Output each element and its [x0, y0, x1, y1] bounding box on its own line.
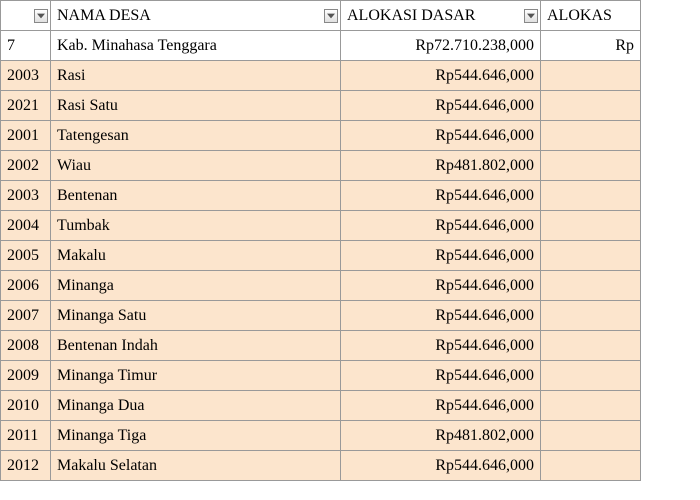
table-row[interactable]: 2006MinangaRp544.646,000 — [1, 271, 641, 301]
cell-code[interactable]: 2005 — [1, 241, 51, 271]
cell-code[interactable]: 2006 — [1, 271, 51, 301]
cell-alokasi-dasar[interactable]: Rp544.646,000 — [341, 451, 541, 481]
cell-code[interactable]: 2001 — [1, 121, 51, 151]
cell-alokasi2[interactable] — [541, 331, 641, 361]
table-row[interactable]: 2007Minanga SatuRp544.646,000 — [1, 301, 641, 331]
cell-alokasi-dasar[interactable]: Rp544.646,000 — [341, 391, 541, 421]
cell-alokasi2[interactable] — [541, 211, 641, 241]
cell-alokasi2[interactable] — [541, 391, 641, 421]
cell-alokasi-dasar[interactable]: Rp544.646,000 — [341, 331, 541, 361]
table-row[interactable]: 2003BentenanRp544.646,000 — [1, 181, 641, 211]
cell-code[interactable]: 2012 — [1, 451, 51, 481]
cell-code[interactable]: 2021 — [1, 91, 51, 121]
cell-alokasi2[interactable] — [541, 421, 641, 451]
table-row[interactable]: 2008Bentenan IndahRp544.646,000 — [1, 331, 641, 361]
header-alokasi-dasar[interactable]: ALOKASI DASAR — [341, 1, 541, 31]
header-alokasi2-label: ALOKAS — [547, 7, 612, 24]
table-row[interactable]: 2012Makalu SelatanRp544.646,000 — [1, 451, 641, 481]
cell-name[interactable]: Minanga Satu — [51, 301, 341, 331]
cell-name[interactable]: Bentenan — [51, 181, 341, 211]
cell-alokasi2[interactable] — [541, 241, 641, 271]
cell-alokasi2[interactable] — [541, 91, 641, 121]
cell-code[interactable]: 2011 — [1, 421, 51, 451]
cell-code[interactable]: 2010 — [1, 391, 51, 421]
cell-name[interactable]: Makalu Selatan — [51, 451, 341, 481]
cell-alokasi-dasar[interactable]: Rp481.802,000 — [341, 151, 541, 181]
cell-code[interactable]: 2003 — [1, 61, 51, 91]
cell-alokasi-dasar[interactable]: Rp544.646,000 — [341, 121, 541, 151]
cell-alokasi-dasar[interactable]: Rp544.646,000 — [341, 361, 541, 391]
cell-name[interactable]: Wiau — [51, 151, 341, 181]
cell-name[interactable]: Rasi — [51, 61, 341, 91]
cell-alokasi2[interactable] — [541, 361, 641, 391]
header-alokasi2[interactable]: ALOKAS — [541, 1, 641, 31]
table-row[interactable]: 2003RasiRp544.646,000 — [1, 61, 641, 91]
cell-alokasi2[interactable] — [541, 301, 641, 331]
cell-name[interactable]: Bentenan Indah — [51, 331, 341, 361]
cell-name[interactable]: Minanga Tiga — [51, 421, 341, 451]
cell-name[interactable]: Minanga Timur — [51, 361, 341, 391]
header-name[interactable]: NAMA DESA — [51, 1, 341, 31]
cell-name[interactable]: Minanga — [51, 271, 341, 301]
cell-code[interactable]: 2007 — [1, 301, 51, 331]
cell-alokasi2[interactable] — [541, 451, 641, 481]
cell-code[interactable]: 2009 — [1, 361, 51, 391]
cell-code[interactable]: 2003 — [1, 181, 51, 211]
cell-alokasi-dasar[interactable]: Rp544.646,000 — [341, 301, 541, 331]
filter-dropdown-icon[interactable] — [34, 9, 48, 23]
cell-alokasi-dasar[interactable]: Rp544.646,000 — [341, 271, 541, 301]
table-row[interactable]: 2002WiauRp481.802,000 — [1, 151, 641, 181]
header-row: NAMA DESA ALOKASI DASAR ALOKAS — [1, 1, 641, 31]
table-row[interactable]: 2021Rasi SatuRp544.646,000 — [1, 91, 641, 121]
cell-code[interactable]: 2004 — [1, 211, 51, 241]
cell-alokasi2[interactable] — [541, 61, 641, 91]
table-row[interactable]: 2005MakaluRp544.646,000 — [1, 241, 641, 271]
cell-alokasi-dasar[interactable]: Rp481.802,000 — [341, 421, 541, 451]
cell-name[interactable]: Rasi Satu — [51, 91, 341, 121]
cell-alokasi2[interactable] — [541, 121, 641, 151]
table-row[interactable]: 2011Minanga TigaRp481.802,000 — [1, 421, 641, 451]
cell-name[interactable]: Minanga Dua — [51, 391, 341, 421]
cell-alokasi2[interactable] — [541, 271, 641, 301]
header-name-label: NAMA DESA — [57, 7, 151, 24]
cell-code[interactable]: 2008 — [1, 331, 51, 361]
header-alokasi-dasar-label: ALOKASI DASAR — [347, 7, 475, 24]
cell-alokasi-dasar[interactable]: Rp544.646,000 — [341, 91, 541, 121]
cell-alokasi-dasar[interactable]: Rp544.646,000 — [341, 211, 541, 241]
filter-dropdown-icon[interactable] — [524, 9, 538, 23]
cell-alokasi2[interactable]: Rp — [541, 31, 641, 61]
cell-name[interactable]: Tatengesan — [51, 121, 341, 151]
cell-alokasi2[interactable] — [541, 151, 641, 181]
cell-code[interactable]: 2002 — [1, 151, 51, 181]
table-body: 7 Kab. Minahasa Tenggara Rp72.710.238,00… — [1, 31, 641, 481]
cell-name[interactable]: Makalu — [51, 241, 341, 271]
cell-name[interactable]: Tumbak — [51, 211, 341, 241]
summary-row[interactable]: 7 Kab. Minahasa Tenggara Rp72.710.238,00… — [1, 31, 641, 61]
filter-dropdown-icon[interactable] — [324, 9, 338, 23]
cell-alokasi-dasar[interactable]: Rp544.646,000 — [341, 181, 541, 211]
table-row[interactable]: 2009Minanga TimurRp544.646,000 — [1, 361, 641, 391]
cell-alokasi-dasar[interactable]: Rp544.646,000 — [341, 61, 541, 91]
table-row[interactable]: 2010Minanga DuaRp544.646,000 — [1, 391, 641, 421]
data-table: NAMA DESA ALOKASI DASAR ALOKAS 7 Kab. Mi… — [0, 0, 641, 481]
header-code[interactable] — [1, 1, 51, 31]
table-row[interactable]: 2001TatengesanRp544.646,000 — [1, 121, 641, 151]
cell-alokasi-dasar[interactable]: Rp544.646,000 — [341, 241, 541, 271]
cell-alokasi2[interactable] — [541, 181, 641, 211]
table-row[interactable]: 2004TumbakRp544.646,000 — [1, 211, 641, 241]
cell-name[interactable]: Kab. Minahasa Tenggara — [51, 31, 341, 61]
cell-alokasi-dasar[interactable]: Rp72.710.238,000 — [341, 31, 541, 61]
cell-code[interactable]: 7 — [1, 31, 51, 61]
